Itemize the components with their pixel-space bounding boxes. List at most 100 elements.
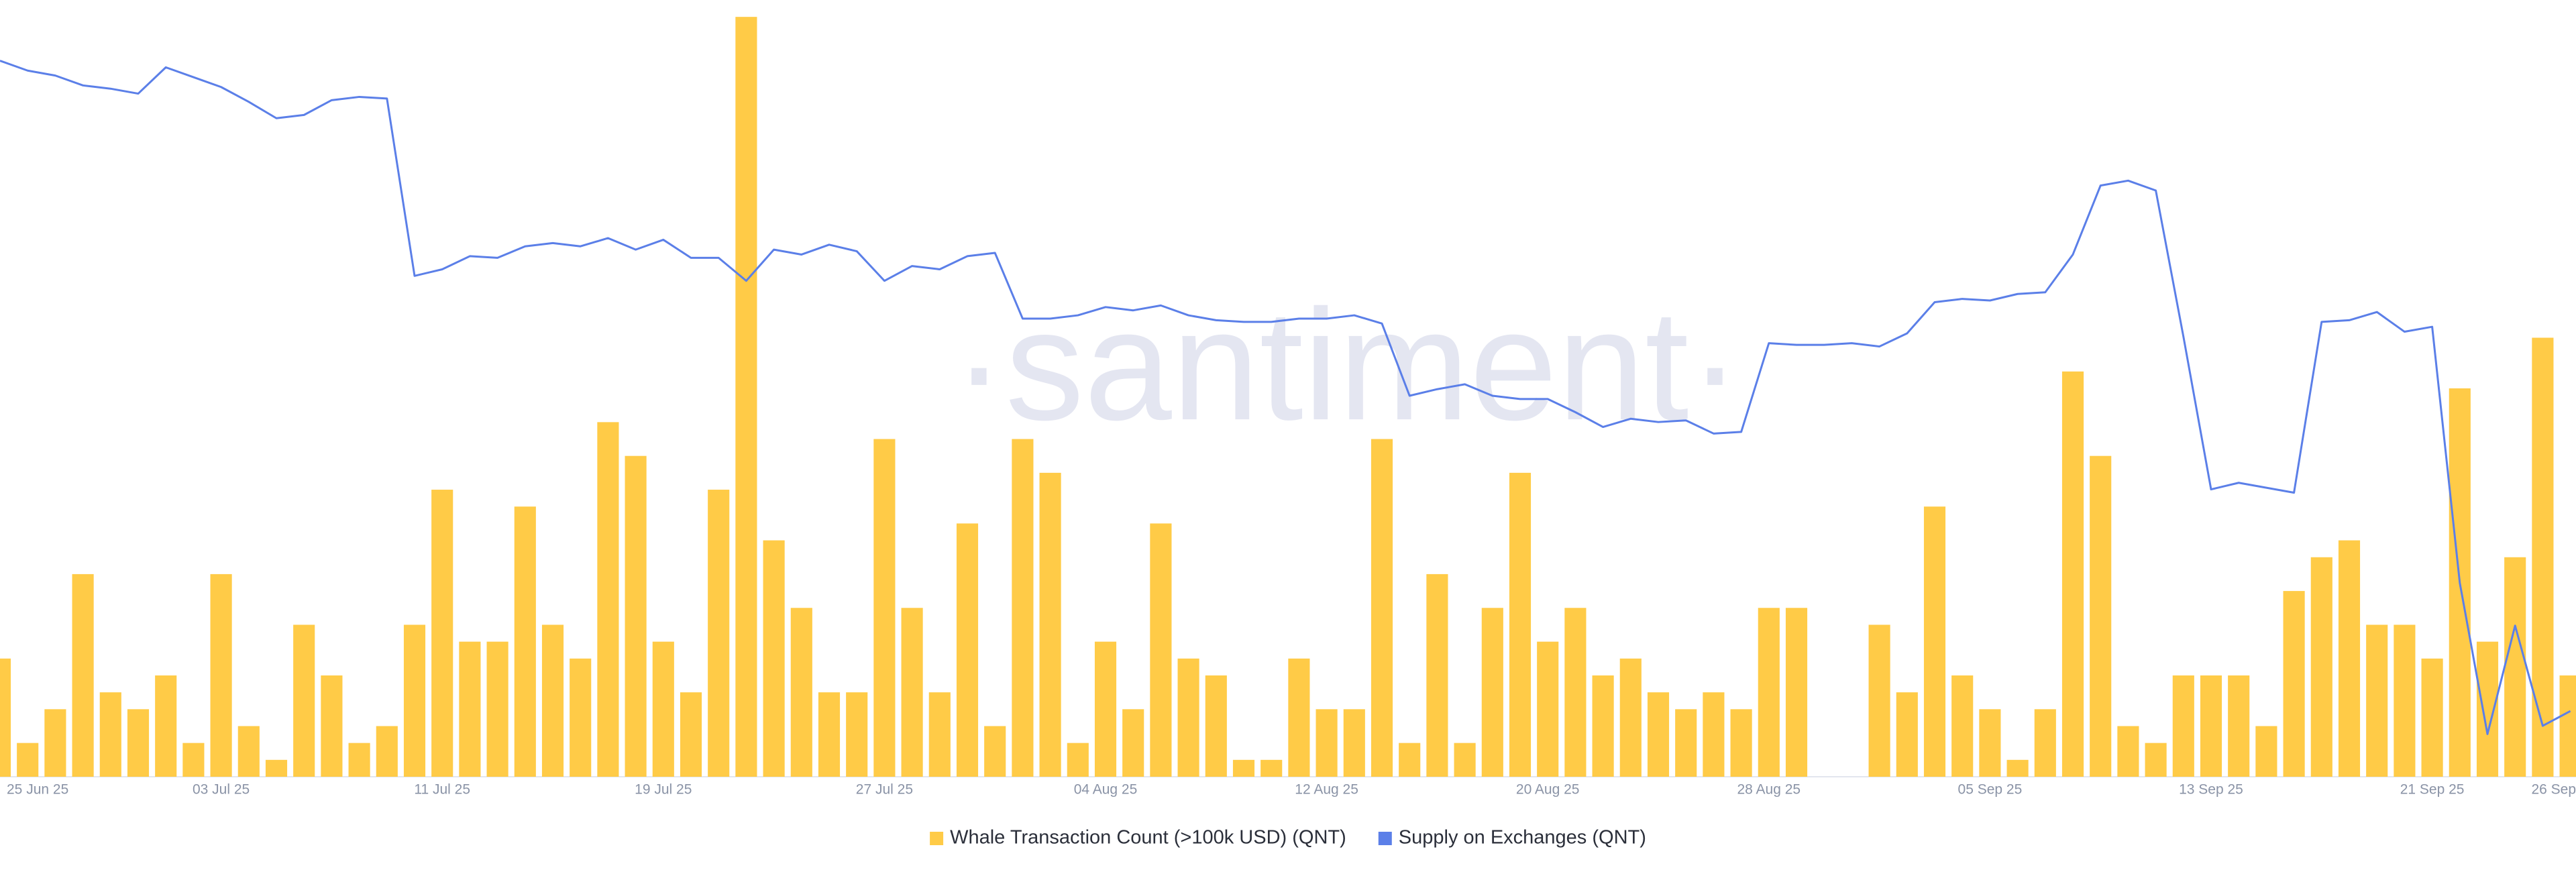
bar — [0, 658, 11, 777]
x-tick-label: 19 Jul 25 — [635, 782, 692, 798]
bar — [1785, 608, 1808, 777]
bar — [541, 624, 564, 777]
x-tick-label: 11 Jul 25 — [414, 782, 470, 798]
bar — [1703, 692, 1725, 777]
bar — [928, 692, 951, 777]
bar — [321, 675, 343, 777]
legend-swatch — [1378, 832, 1392, 845]
bar — [1094, 641, 1117, 777]
bar — [2006, 759, 2029, 777]
bar — [2338, 540, 2361, 777]
bar — [1150, 523, 1172, 777]
bar — [2504, 557, 2526, 777]
x-tick-label: 26 Sep — [2531, 782, 2576, 798]
bar — [1896, 692, 1918, 777]
bar — [625, 455, 647, 777]
legend-label: Whale Transaction Count (>100k USD) (QNT… — [950, 827, 1346, 849]
bar — [376, 726, 398, 777]
bar — [1343, 709, 1365, 777]
bar — [2283, 591, 2305, 777]
bar — [597, 422, 619, 777]
bar — [680, 692, 702, 777]
bar — [403, 624, 426, 777]
x-tick-label: 12 Aug 25 — [1295, 782, 1358, 798]
bar — [182, 743, 205, 777]
bar — [2366, 624, 2388, 777]
bar — [984, 726, 1006, 777]
bar — [652, 641, 674, 777]
bar — [2559, 675, 2576, 777]
x-tick-label: 21 Sep 25 — [2400, 782, 2465, 798]
bar — [956, 523, 979, 777]
bar — [708, 490, 730, 777]
legend-item[interactable]: Whale Transaction Count (>100k USD) (QNT… — [930, 827, 1346, 849]
bar — [2394, 624, 2416, 777]
line — [0, 60, 2571, 735]
x-tick-label: 27 Jul 25 — [856, 782, 913, 798]
bar — [818, 692, 841, 777]
watermark: ·santiment· — [953, 276, 1741, 453]
bar — [1454, 743, 1476, 777]
bar — [1426, 574, 1448, 777]
legend-label: Supply on Exchanges (QNT) — [1399, 827, 1646, 849]
bar — [514, 506, 536, 777]
legend-swatch — [930, 832, 944, 845]
bar — [2200, 675, 2222, 777]
bar — [2117, 726, 2139, 777]
bar — [2228, 675, 2250, 777]
bar — [1067, 743, 1089, 777]
bar — [1316, 709, 1338, 777]
bar — [1205, 675, 1227, 777]
bar — [265, 759, 288, 777]
bar — [127, 709, 150, 777]
x-tick-label: 28 Aug 25 — [1737, 782, 1801, 798]
bar — [1288, 658, 1310, 777]
x-tick-label: 04 Aug 25 — [1074, 782, 1138, 798]
bar — [2034, 709, 2056, 777]
bar — [237, 726, 260, 777]
bar — [1647, 692, 1670, 777]
bar — [1012, 439, 1034, 777]
bar — [293, 624, 315, 777]
bar — [570, 658, 592, 777]
bar — [2145, 743, 2167, 777]
x-tick-label: 13 Sep 25 — [2179, 782, 2243, 798]
bar — [1951, 675, 1974, 777]
bar — [1979, 709, 2001, 777]
bar — [1537, 641, 1559, 777]
bar — [1923, 506, 1946, 777]
x-tick-label: 03 Jul 25 — [193, 782, 250, 798]
bar — [348, 743, 370, 777]
x-tick-label: 25 Jun 25 — [7, 782, 68, 798]
bar — [1868, 624, 1890, 777]
bar — [1592, 675, 1614, 777]
bar — [2421, 658, 2443, 777]
bar — [1758, 608, 1780, 777]
bar — [2532, 337, 2554, 777]
bar — [1509, 472, 1532, 777]
bar — [44, 709, 66, 777]
bar — [1177, 658, 1199, 777]
x-tick-label: 20 Aug 25 — [1516, 782, 1580, 798]
bar — [2476, 641, 2499, 777]
bar — [2172, 675, 2194, 777]
bar — [2255, 726, 2277, 777]
legend-item[interactable]: Supply on Exchanges (QNT) — [1378, 827, 1646, 849]
bar — [2090, 455, 2112, 777]
bar — [2310, 557, 2332, 777]
bar — [1232, 759, 1255, 777]
bar — [846, 692, 868, 777]
bar — [155, 675, 177, 777]
bar — [459, 641, 481, 777]
bar — [1371, 439, 1393, 777]
bar — [2061, 371, 2084, 777]
bar — [431, 490, 453, 777]
bar — [735, 17, 757, 777]
bar — [1564, 608, 1587, 777]
bar — [901, 608, 923, 777]
bar — [99, 692, 121, 777]
bar — [1399, 743, 1421, 777]
bar — [1260, 759, 1283, 777]
